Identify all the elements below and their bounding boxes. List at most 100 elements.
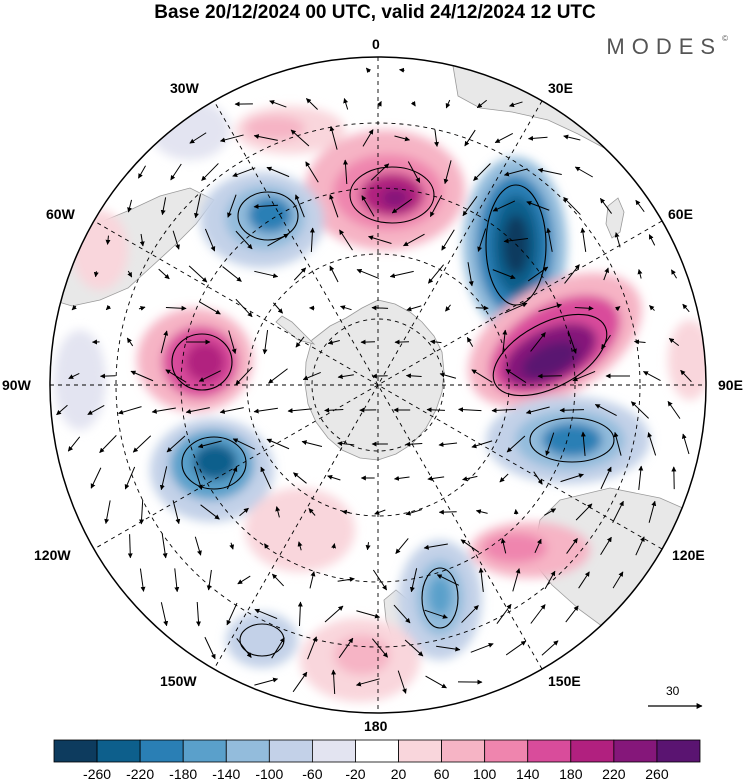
wind-vector [138, 305, 146, 311]
colorbar-swatch [484, 739, 529, 763]
colorbar-tick-label: 220 [602, 766, 626, 782]
wind-vector [681, 433, 690, 455]
wind-vector [198, 370, 221, 382]
wind-vector [87, 405, 105, 415]
wind-vector [500, 538, 507, 554]
wind-vector [269, 100, 287, 108]
wind-vector [464, 129, 476, 147]
pos-anomaly-far-west [72, 210, 128, 290]
meridian-line [213, 100, 543, 670]
wind-vector [638, 465, 644, 490]
colorbar-tick-label: 20 [390, 766, 407, 782]
wind-vector [389, 270, 414, 279]
neg-anomaly-west2 [150, 100, 230, 160]
wind-vector [371, 638, 389, 658]
wind-vector [399, 67, 405, 73]
lon-label-90e: 90E [718, 377, 743, 393]
wind-vector [329, 194, 339, 218]
wind-vector [185, 407, 210, 414]
wind-vector [438, 509, 457, 515]
wind-vector [424, 609, 448, 619]
contour-line [349, 166, 435, 224]
colorbar-swatch [53, 739, 98, 763]
wind-vector [188, 265, 208, 283]
meridian-line [93, 220, 663, 550]
wind-vector [174, 568, 180, 593]
lon-label-150w: 150W [160, 673, 197, 689]
colorbar-tick-label: -60 [302, 766, 323, 782]
wind-vector [466, 336, 474, 347]
wind-vector [170, 163, 182, 181]
wind-vector [189, 132, 207, 144]
wind-vector [374, 509, 386, 515]
colorbar-tick-label: 140 [516, 766, 540, 782]
wind-vector [631, 401, 649, 419]
wind-vector [462, 475, 478, 482]
wind-vector [118, 406, 142, 415]
wind-vector [405, 373, 422, 379]
wind-vector [355, 678, 380, 687]
wind-vector [254, 270, 279, 279]
wind-vector [165, 369, 187, 383]
wind-vector [436, 645, 461, 652]
wind-vector [226, 466, 238, 490]
colorbar-swatch [225, 739, 270, 763]
wind-vector [337, 374, 354, 380]
wind-vector [297, 541, 303, 551]
wind-vector [372, 569, 388, 591]
wind-vectors [56, 67, 692, 695]
colorbar-swatch [139, 739, 184, 763]
colorbar-tick-label: 180 [559, 766, 583, 782]
wind-vector [138, 165, 146, 179]
wind-vector [99, 435, 117, 453]
wind-vector [458, 407, 482, 413]
wind-vector [594, 404, 617, 416]
wind-vector [541, 640, 559, 656]
wind-vector [403, 233, 425, 247]
wind-vector [360, 339, 376, 345]
wind-vector [371, 373, 388, 379]
colorbar-tick-label: 260 [645, 766, 669, 782]
wind-vector [293, 472, 307, 484]
contour-line [421, 567, 459, 629]
brand-text: MODES [606, 34, 723, 59]
wind-vector [647, 432, 657, 456]
wind-vector [538, 303, 562, 312]
wind-vector [434, 129, 439, 147]
wind-vector [151, 407, 176, 414]
wind-vector [340, 305, 352, 311]
wind-vector [327, 474, 341, 481]
wind-vector [545, 432, 555, 456]
wind-vector [105, 235, 111, 245]
wind-vector [430, 339, 442, 345]
wind-vector [377, 101, 382, 107]
pos-anomaly-south [334, 635, 390, 675]
wind-vector [262, 330, 269, 355]
wind-vector [309, 227, 315, 253]
map-content [50, 57, 706, 713]
wind-vector [635, 536, 645, 556]
wind-vector [648, 234, 656, 246]
wind-vector [226, 602, 238, 626]
colorbar-swatch [441, 739, 486, 763]
wind-vector [600, 536, 612, 556]
wind-vector [603, 267, 610, 281]
wind-vector [476, 99, 488, 109]
wind-vector [294, 194, 305, 218]
wind-vector [438, 442, 458, 447]
wind-vector [227, 194, 237, 218]
wind-vector [393, 604, 411, 624]
wind-vector [337, 576, 355, 582]
wind-vector [194, 194, 201, 219]
wind-vector [260, 466, 272, 490]
wind-vector [580, 431, 586, 456]
wind-vector [301, 440, 323, 448]
wind-vector [228, 330, 237, 355]
wind-vector [441, 229, 455, 251]
wind-vector [492, 200, 516, 212]
wind-vector [229, 542, 235, 550]
neg-anomaly-south [428, 576, 452, 616]
wind-vector [197, 440, 222, 449]
wind-vector [635, 199, 645, 213]
